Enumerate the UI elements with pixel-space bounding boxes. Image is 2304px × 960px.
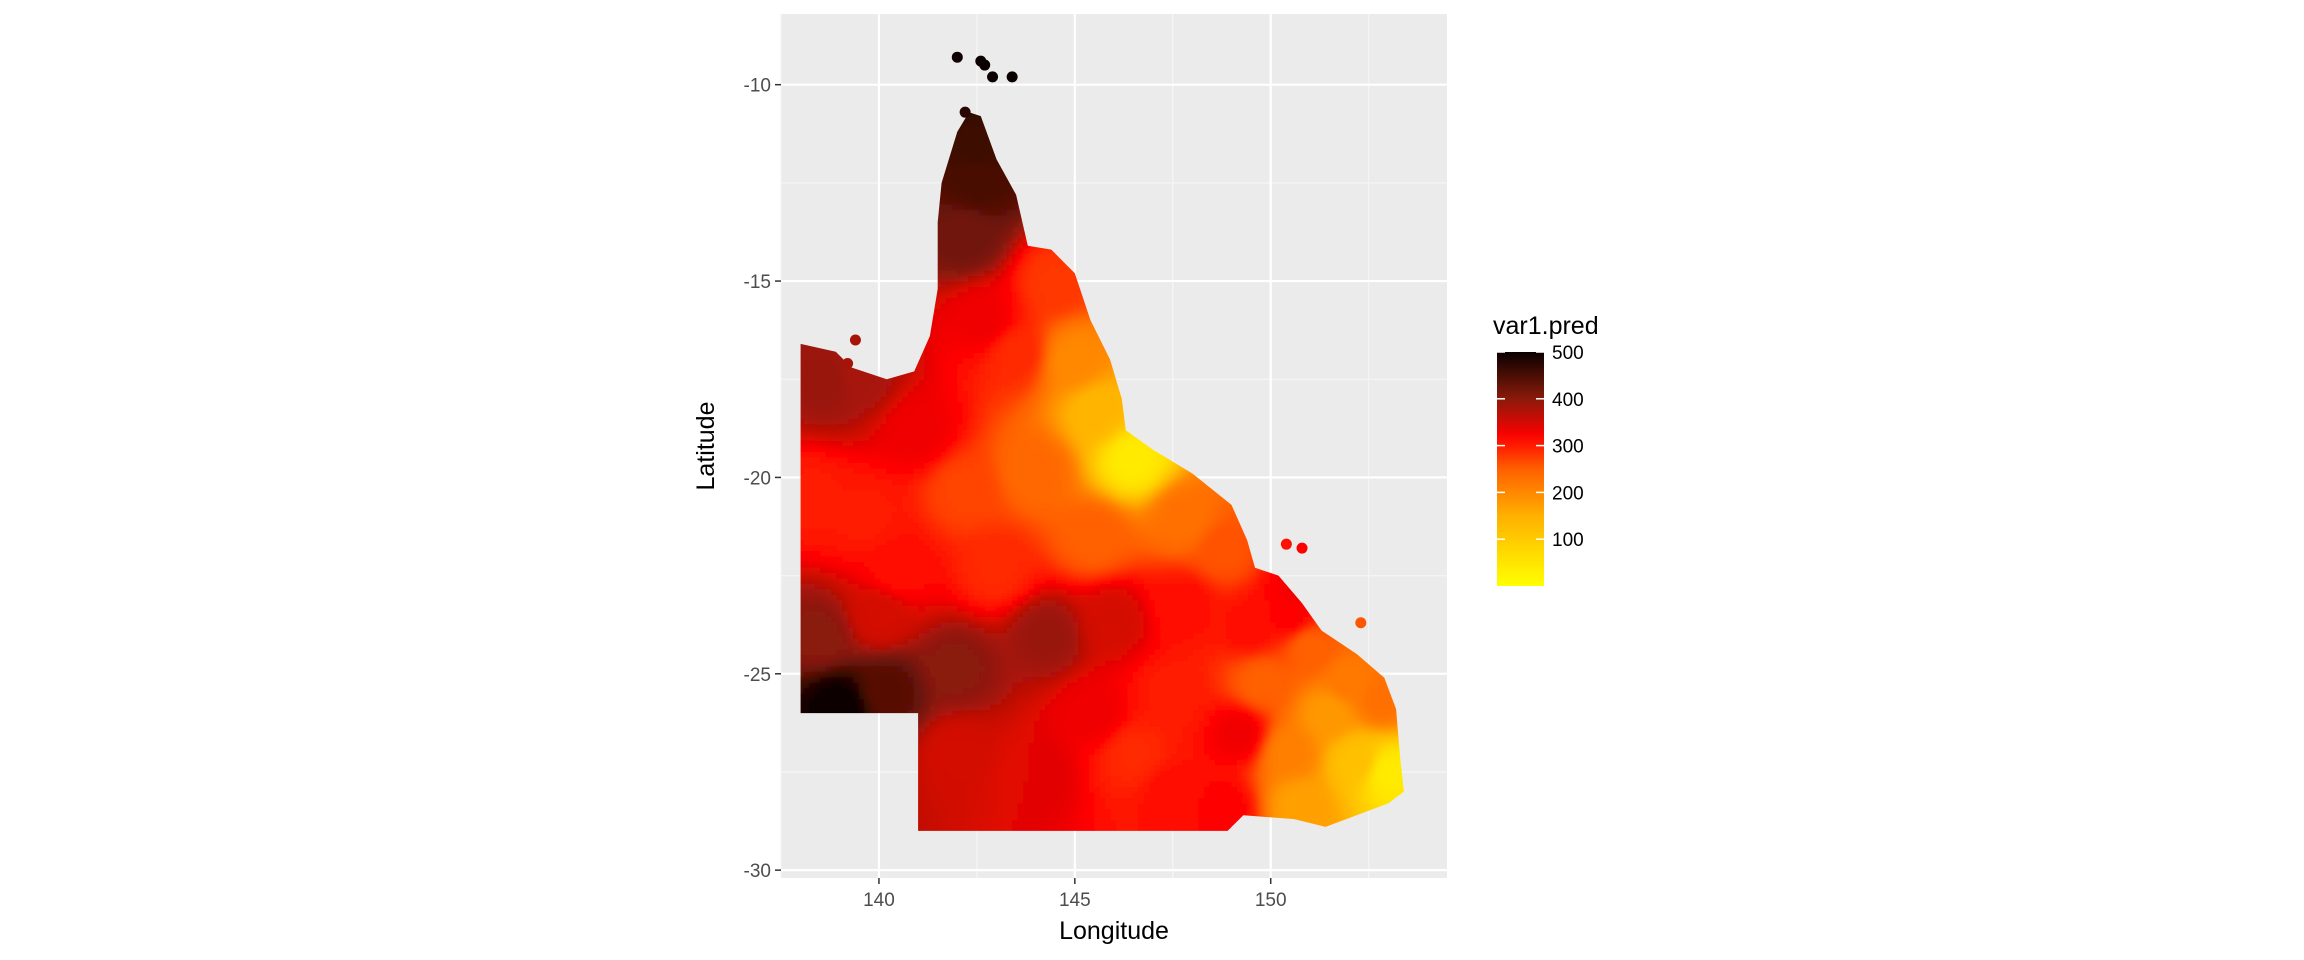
heatmap-chart: 140 145 150 -10-15-20-25-30 Longitude Lati…: [0, 0, 2304, 960]
